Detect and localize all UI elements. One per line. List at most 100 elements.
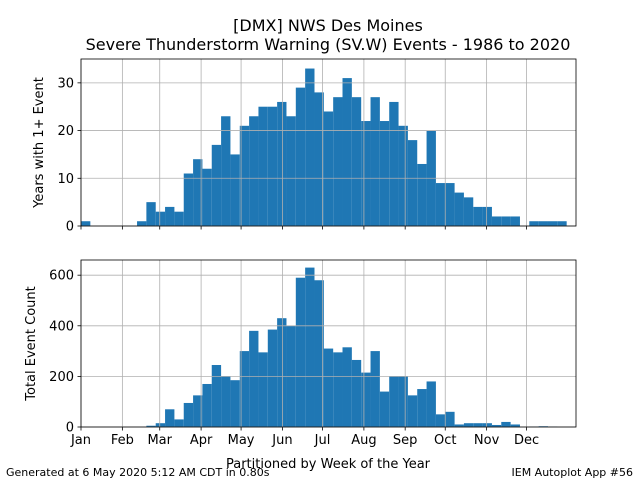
bar-p1-w45 xyxy=(491,216,502,226)
bar-p1-w21 xyxy=(267,106,278,226)
bar-p1-w42 xyxy=(463,197,474,226)
bar-p2-w12 xyxy=(183,402,194,427)
y-tick-label: 200 xyxy=(49,370,74,385)
bar-p2-w41 xyxy=(454,424,464,427)
bar-p2-w13 xyxy=(193,395,203,427)
bar-p1-w1 xyxy=(81,221,91,226)
bar-p2-w20 xyxy=(258,352,268,427)
bar-p1-w33 xyxy=(379,121,390,226)
bar-p2-w37 xyxy=(417,389,427,427)
bar-p1-w27 xyxy=(323,111,334,226)
y-axis-label: Total Event Count xyxy=(24,286,39,401)
bar-p2-w46 xyxy=(501,421,511,427)
bar-p2-w26 xyxy=(314,280,324,427)
bar-p1-w28 xyxy=(333,97,343,226)
bar-p1-w12 xyxy=(183,173,194,226)
bar-p1-w44 xyxy=(482,206,492,226)
bar-p2-w17 xyxy=(230,380,240,427)
bar-p2-w19 xyxy=(249,330,259,427)
bar-p1-w19 xyxy=(249,116,259,226)
bar-p2-w16 xyxy=(221,376,231,427)
x-tick-label: Nov xyxy=(474,433,500,448)
bar-p1-w39 xyxy=(435,183,446,226)
bottom-panel: Jan Feb Mar Apr May Jun Jul Aug Sep Oct Nov Dec 0 200… xyxy=(24,259,577,448)
x-tick-label: Feb xyxy=(111,433,134,448)
y-tick-label: 400 xyxy=(49,319,74,334)
bar-p1-w14 xyxy=(202,168,212,226)
bar-p1-w29 xyxy=(342,78,352,226)
bar-p2-w29 xyxy=(342,347,352,427)
y-tick-label: 600 xyxy=(49,269,74,284)
bar-p1-w30 xyxy=(351,97,362,226)
bar-p2-w10 xyxy=(165,409,175,427)
bar-p1-w22 xyxy=(277,101,287,226)
x-tick-label: Oct xyxy=(434,433,456,448)
axes-frame xyxy=(80,259,577,428)
bar-p2-w44 xyxy=(482,423,492,427)
x-tick-label: Jul xyxy=(314,433,331,448)
x-tick-label: Apr xyxy=(190,433,213,448)
bar-p2-w32 xyxy=(370,351,380,427)
bar-p1-w47 xyxy=(510,216,520,226)
x-tick-label: Mar xyxy=(147,433,172,448)
bar-p1-w37 xyxy=(417,163,427,226)
bar-p1-w7 xyxy=(137,221,147,226)
x-tick-label: Sep xyxy=(393,433,418,448)
bar-p1-w50 xyxy=(538,221,548,226)
bar-p2-w25 xyxy=(305,267,315,427)
bar-p2-w18 xyxy=(239,351,250,427)
bar-p1-w52 xyxy=(557,221,567,226)
axes-frame xyxy=(80,58,577,227)
bar-p2-w15 xyxy=(211,365,222,427)
bar-p2-w47 xyxy=(510,424,520,427)
top-panel: 0 10 20 30 Years with 1+ Event xyxy=(32,58,577,235)
bar-p1-w17 xyxy=(230,154,240,226)
bar-p1-w35 xyxy=(398,125,408,226)
bar-p2-w30 xyxy=(351,359,362,427)
bar-p1-w10 xyxy=(165,206,175,226)
x-tick-label: Jan xyxy=(70,433,91,448)
y-tick-label: 20 xyxy=(57,124,74,139)
bar-p1-w26 xyxy=(314,92,324,227)
bar-p1-w24 xyxy=(295,87,306,226)
y-axis-label: Years with 1+ Event xyxy=(32,77,47,209)
footer-app-text: IEM Autoplot App #56 xyxy=(512,466,634,479)
bar-p2-w35 xyxy=(398,376,408,427)
bar-p1-w23 xyxy=(286,116,296,226)
bar-p1-w40 xyxy=(445,183,455,226)
chart-title-line1: [DMX] NWS Des Moines xyxy=(233,16,423,35)
bar-p1-w46 xyxy=(501,216,511,226)
x-tick-label: Jun xyxy=(271,433,292,448)
bar-p1-w43 xyxy=(473,206,483,226)
y-tick-label: 10 xyxy=(57,172,74,187)
bar-p1-w20 xyxy=(258,106,268,226)
bar-p1-w18 xyxy=(239,125,250,226)
bar-p2-w24 xyxy=(295,277,306,427)
bar-p2-w14 xyxy=(202,383,212,427)
bar-p1-w41 xyxy=(454,192,464,226)
bar-p2-w43 xyxy=(473,423,483,427)
bar-p1-w13 xyxy=(193,159,203,226)
bar-p1-w49 xyxy=(529,221,539,226)
bar-p2-w27 xyxy=(323,348,334,427)
x-axis-label: Partitioned by Week of the Year xyxy=(226,457,431,472)
bar-p2-w9 xyxy=(155,423,166,427)
bar-p2-w22 xyxy=(277,318,287,427)
chart-title-line2: Severe Thunderstorm Warning (SV.W) Event… xyxy=(86,35,571,54)
bar-p2-w38 xyxy=(426,381,436,427)
bar-p2-w31 xyxy=(361,372,371,427)
bar-p2-w40 xyxy=(445,411,455,427)
bar-p2-w36 xyxy=(407,395,418,427)
bar-p2-w8 xyxy=(146,425,156,427)
bar-p2-w34 xyxy=(389,376,399,427)
bar-p1-w16 xyxy=(221,116,231,226)
bar-p1-w31 xyxy=(361,121,371,226)
y-tick-label: 0 xyxy=(66,421,74,436)
x-tick-label: May xyxy=(228,433,255,448)
footer-generated-text: Generated at 6 May 2020 5:12 AM CDT in 0… xyxy=(6,466,270,479)
bar-p2-w28 xyxy=(333,352,343,427)
bar-p2-w11 xyxy=(174,419,184,427)
bar-p1-w8 xyxy=(146,202,156,226)
y-tick-label: 30 xyxy=(57,76,74,91)
